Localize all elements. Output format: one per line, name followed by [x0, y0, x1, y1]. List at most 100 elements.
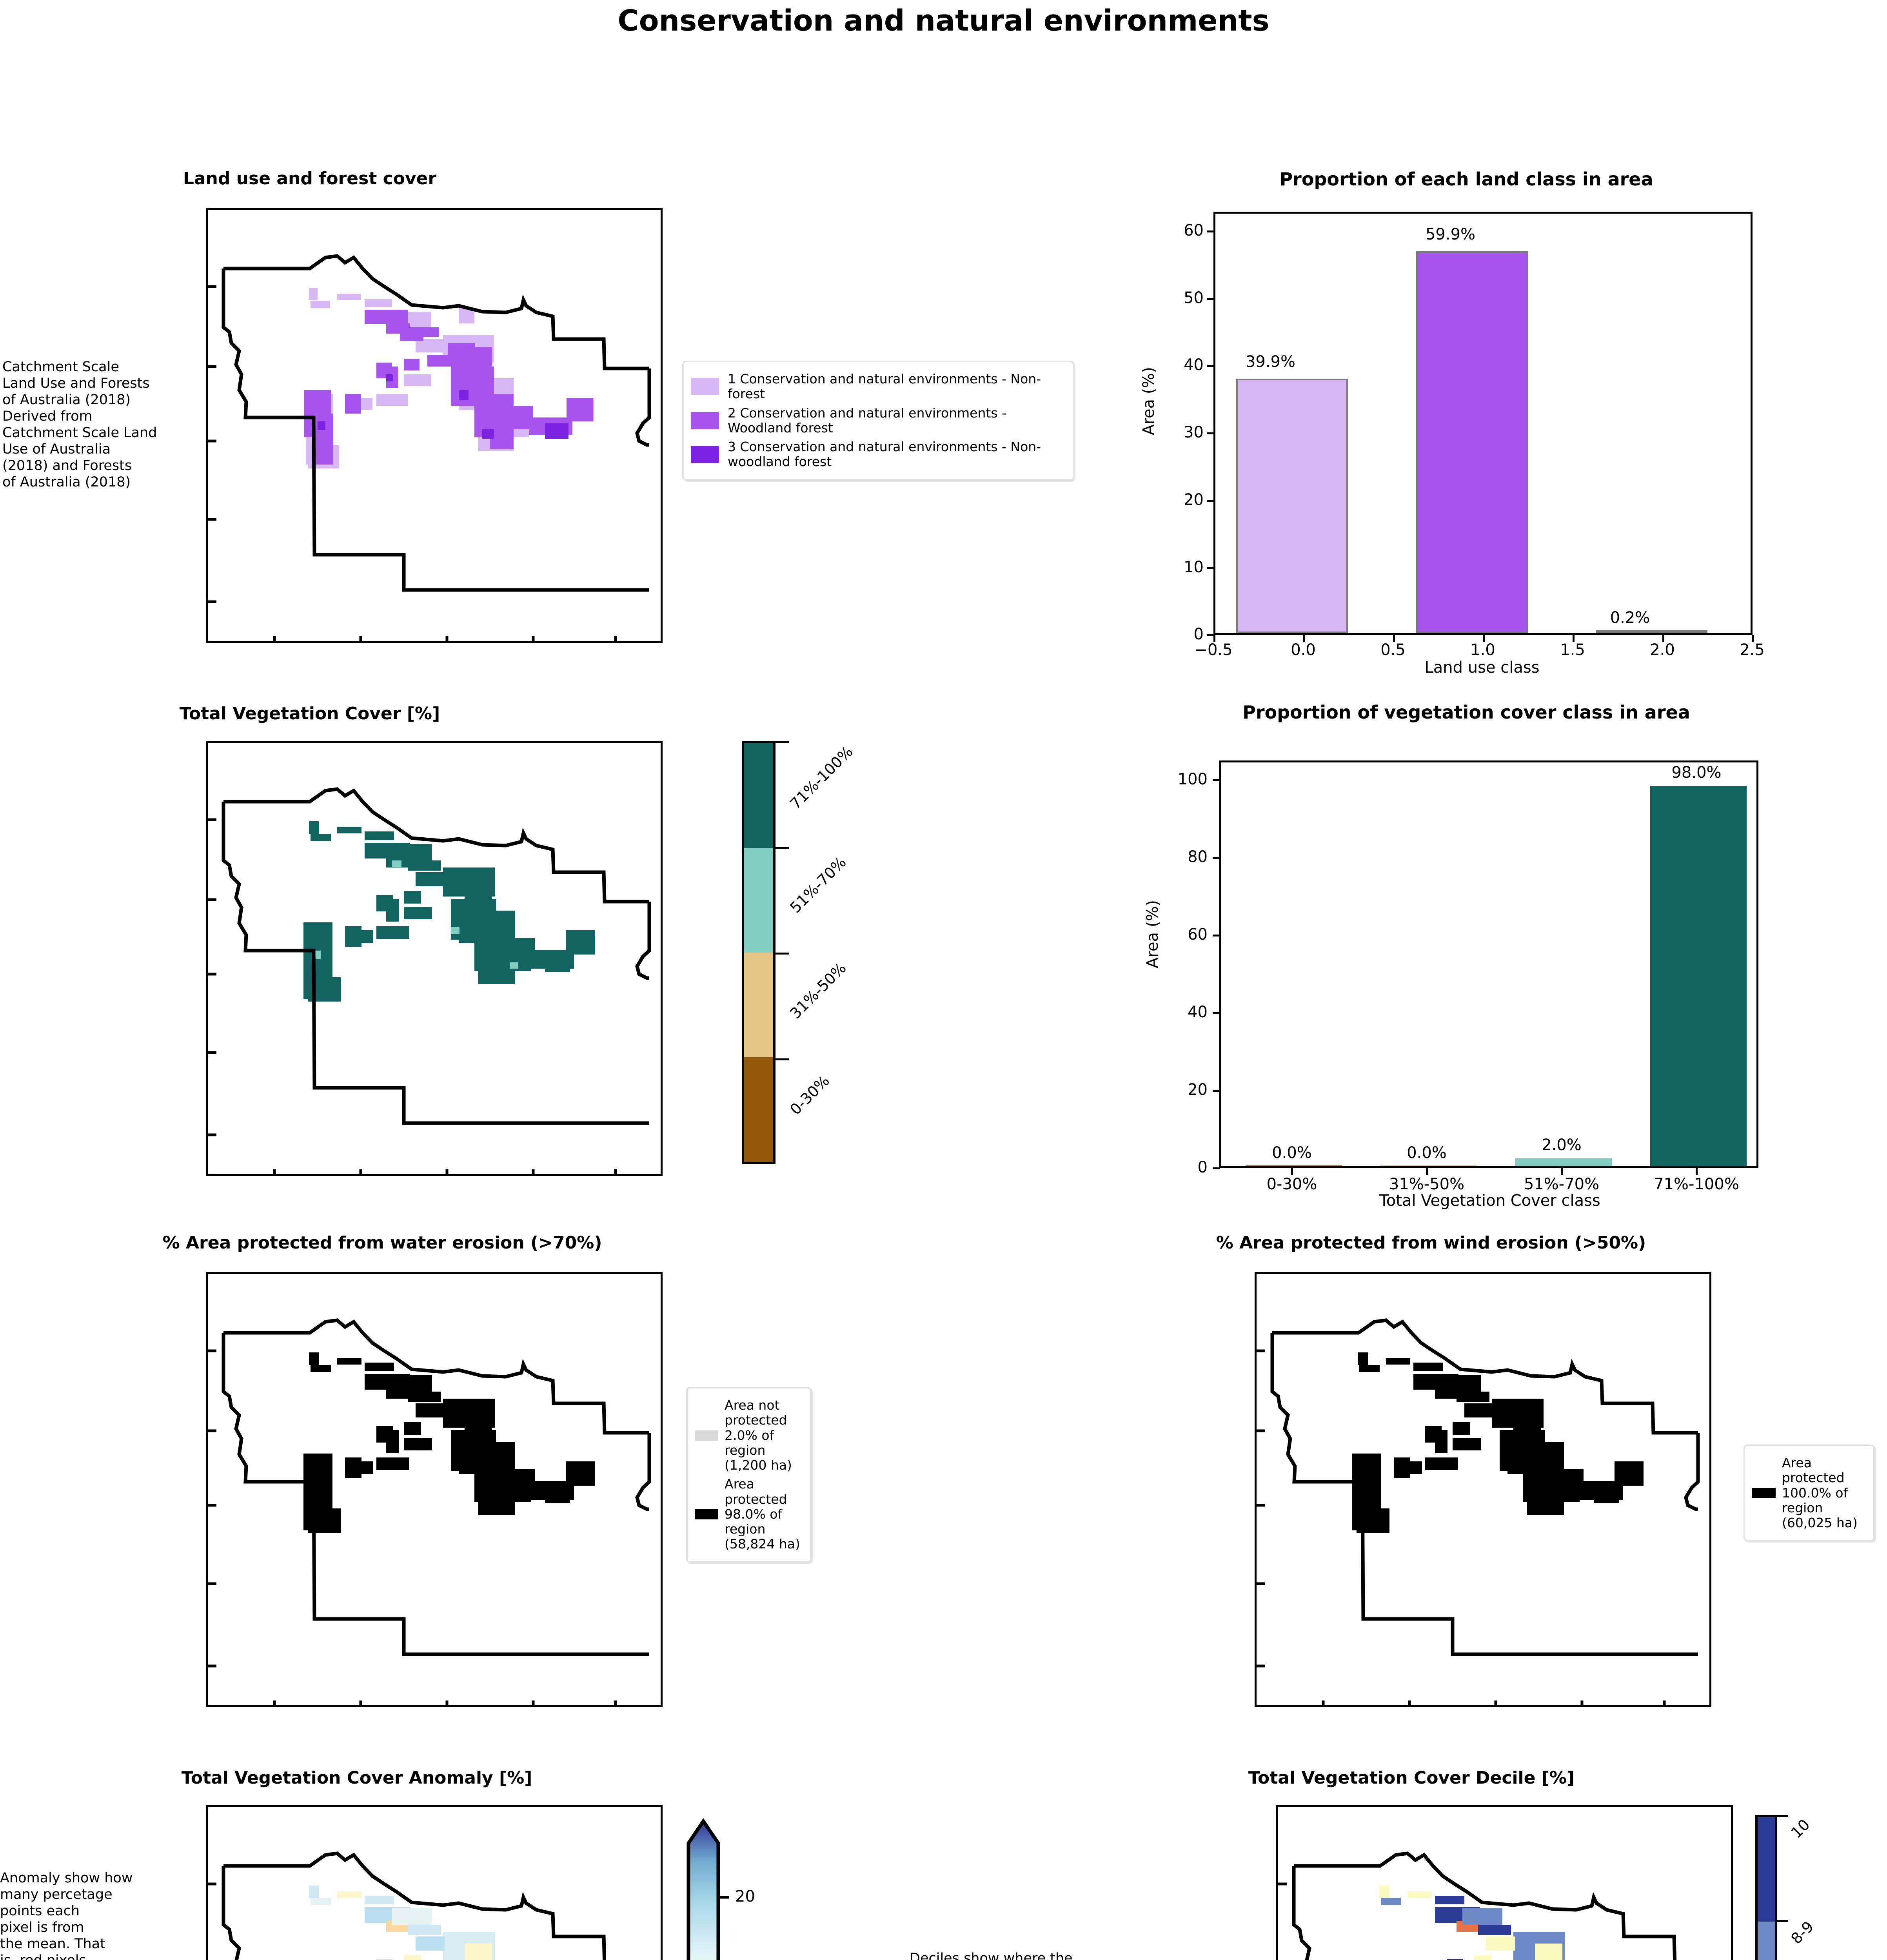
ytick-60: 60 — [1188, 926, 1208, 944]
legend-swatch-protected — [1752, 1488, 1776, 1498]
xtick-mark — [1291, 1168, 1293, 1175]
cbar-label-0-30: 0-30% — [786, 1072, 833, 1118]
cbar-tick — [776, 953, 789, 955]
anomaly-map-title: Total Vegetation Cover Anomaly [%] — [181, 1768, 532, 1788]
decile-cbar-label-8-9: 8-9 — [1787, 1918, 1817, 1947]
decile-note: Deciles show where the pixel value lies … — [910, 1951, 1073, 1960]
xtick-0-30: 0-30% — [1266, 1175, 1317, 1193]
ytick-20: 20 — [1184, 491, 1204, 509]
legend-swatch-not-protected — [695, 1430, 718, 1441]
bar-label-0: 0.0% — [1272, 1144, 1312, 1162]
cbar-label-71-100: 71%-100% — [786, 743, 856, 813]
ytick-mark — [1213, 1012, 1220, 1014]
water-erosion-map-title: % Area protected from water erosion (>70… — [162, 1233, 602, 1253]
bar-1[interactable] — [1416, 251, 1528, 633]
bar-label-1: 0.0% — [1407, 1144, 1447, 1162]
bar-0[interactable] — [1236, 379, 1348, 633]
cbar-tick — [776, 1058, 789, 1060]
legend-item: Area protected 100.0% of region (60,025 … — [1752, 1455, 1866, 1530]
ytick-40: 40 — [1184, 356, 1204, 374]
legend-label: 3 Conservation and natural environments … — [728, 439, 1041, 470]
xtick-mark — [1393, 635, 1395, 642]
anomaly-note: Anomaly show how many percetage points e… — [0, 1870, 133, 1960]
xtick-71-100: 71%-100% — [1654, 1175, 1739, 1193]
bar-1[interactable] — [1380, 1165, 1477, 1166]
xtick-25: 2.5 — [1740, 641, 1765, 659]
anomaly-map[interactable] — [206, 1805, 663, 1960]
water-erosion-map[interactable] — [206, 1272, 663, 1707]
ytick-0: 0 — [1193, 625, 1204, 643]
xtick-mark — [1213, 635, 1215, 642]
land-use-map-graphic — [208, 254, 651, 641]
wind-erosion-map[interactable] — [1255, 1272, 1711, 1707]
land-use-map[interactable] — [206, 208, 663, 643]
ytick-mark — [1207, 634, 1214, 636]
xtick-mark — [1752, 635, 1754, 642]
cbar-seg-8-9 — [1758, 1921, 1775, 1960]
ytick-mark — [1213, 1167, 1220, 1169]
page-title: Conservation and natural environments — [617, 4, 1270, 38]
xtick-00: 0.0 — [1291, 641, 1316, 659]
cbar-tick — [776, 741, 789, 743]
ytick-mark — [1213, 779, 1220, 781]
bar-3[interactable] — [1650, 786, 1747, 1166]
bar-label-3: 98.0% — [1671, 764, 1722, 782]
water-erosion-legend: Area not protected 2.0% of region (1,200… — [686, 1387, 812, 1563]
decile-map-title: Total Vegetation Cover Decile [%] — [1248, 1768, 1575, 1788]
land-use-map-title: Land use and forest cover — [183, 169, 437, 189]
cbar-label-31-50: 31%-50% — [786, 959, 850, 1022]
xtick-31-50: 31%-50% — [1389, 1175, 1465, 1193]
xtick-mark — [1662, 635, 1664, 642]
bar-label-2: 2.0% — [1542, 1136, 1582, 1154]
bar-label-1: 59.9% — [1425, 225, 1476, 243]
cbar-seg-71-100 — [744, 743, 773, 848]
legend-item: 2 Conservation and natural environments … — [691, 405, 1066, 436]
xtick-mark — [1561, 1168, 1563, 1175]
veg-cover-map[interactable] — [206, 741, 663, 1176]
legend-label: Area protected 98.0% of region (58,824 h… — [725, 1476, 800, 1552]
bar-0[interactable] — [1246, 1165, 1342, 1166]
cbar-tick — [776, 847, 789, 849]
legend-item: Area not protected 2.0% of region (1,200… — [695, 1397, 803, 1473]
bar-2[interactable] — [1596, 630, 1707, 633]
cbar-tick — [1777, 1815, 1788, 1817]
xtick-20: 2.0 — [1650, 641, 1675, 659]
veg-class-chart-title: Proportion of vegetation cover class in … — [1242, 702, 1690, 723]
ytick-mark — [1213, 1090, 1220, 1092]
xtick-n05: −0.5 — [1194, 641, 1233, 659]
decile-map-graphic — [1278, 1851, 1677, 1960]
legend-item: 3 Conservation and natural environments … — [691, 439, 1066, 470]
legend-swatch-protected — [695, 1509, 718, 1519]
xtick-10: 1.0 — [1470, 641, 1495, 659]
legend-swatch-nonforest — [691, 378, 719, 396]
bar-2[interactable] — [1515, 1158, 1612, 1166]
legend-label: Area protected 100.0% of region (60,025 … — [1782, 1455, 1858, 1531]
legend-label: 1 Conservation and natural environments … — [728, 371, 1041, 402]
ytick-20: 20 — [1188, 1081, 1208, 1099]
legend-label: Area not protected 2.0% of region (1,200… — [725, 1397, 792, 1473]
xtick-mark — [1483, 635, 1485, 642]
anomaly-cbar-tick-20: 20 — [735, 1887, 755, 1906]
decile-map[interactable] — [1276, 1805, 1733, 1960]
ytick-mark — [1213, 857, 1220, 859]
ytick-30: 30 — [1184, 423, 1204, 441]
veg-cover-map-title: Total Vegetation Cover [%] — [179, 704, 440, 724]
legend-swatch-nonwoodland — [691, 446, 719, 463]
water-erosion-map-graphic — [208, 1318, 651, 1705]
ytick-mark — [1207, 365, 1214, 367]
legend-item: 1 Conservation and natural environments … — [691, 371, 1066, 402]
land-class-chart-plot[interactable] — [1213, 212, 1753, 635]
anomaly-colorbar — [687, 1818, 729, 1960]
cbar-seg-51-70 — [744, 848, 773, 953]
ytick-50: 50 — [1184, 289, 1204, 307]
veg-class-chart-plot[interactable] — [1219, 760, 1758, 1168]
ytick-60: 60 — [1184, 221, 1204, 240]
ytick-10: 10 — [1184, 558, 1204, 576]
ytick-mark — [1213, 935, 1220, 936]
cbar-seg-31-50 — [744, 953, 773, 1057]
cbar-seg-0-30 — [744, 1057, 773, 1162]
decile-colorbar — [1755, 1815, 1777, 1960]
land-use-legend: 1 Conservation and natural environments … — [682, 361, 1074, 481]
xtick-mark — [1573, 635, 1575, 642]
xtick-05: 0.5 — [1380, 641, 1406, 659]
